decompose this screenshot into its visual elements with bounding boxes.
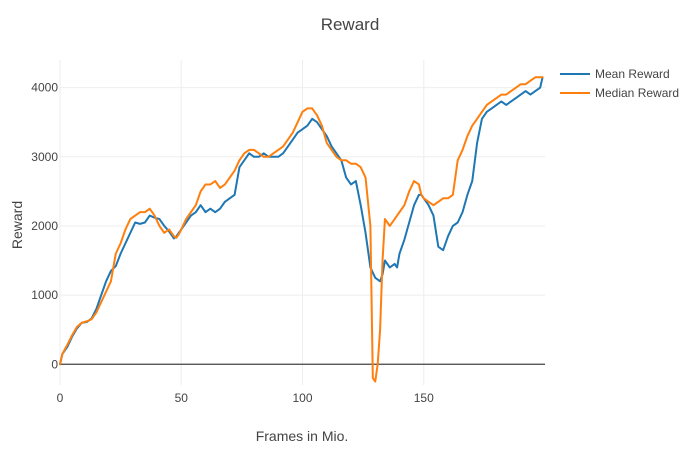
y-tick-label-4000: 4000 [31,81,58,95]
y-axis-label: Reward [9,201,25,249]
axis-layer: 0 50 100 150 0 1000 2000 3000 4000 [31,81,545,405]
median-reward-series-line [59,76,544,383]
y-tick-label-1000: 1000 [31,288,58,302]
x-axis-label: Frames in Mio. [256,428,349,444]
x-tick-label-100: 100 [292,391,312,405]
y-tick-label-0: 0 [51,357,58,371]
series-layer [59,76,544,383]
legend-median-reward-label: Median Reward [595,86,679,100]
x-tick-label-0: 0 [57,391,64,405]
x-tick-label-50: 50 [175,391,189,405]
x-tick-label-150: 150 [414,391,434,405]
y-tick-label-3000: 3000 [31,150,58,164]
legend-mean-reward-label: Mean Reward [595,67,670,81]
grid-layer [59,60,545,385]
legend: Mean Reward Median Reward [560,67,679,100]
mean-reward-series-line [59,76,544,366]
chart-title: Reward [321,15,380,34]
y-tick-label-2000: 2000 [31,219,58,233]
